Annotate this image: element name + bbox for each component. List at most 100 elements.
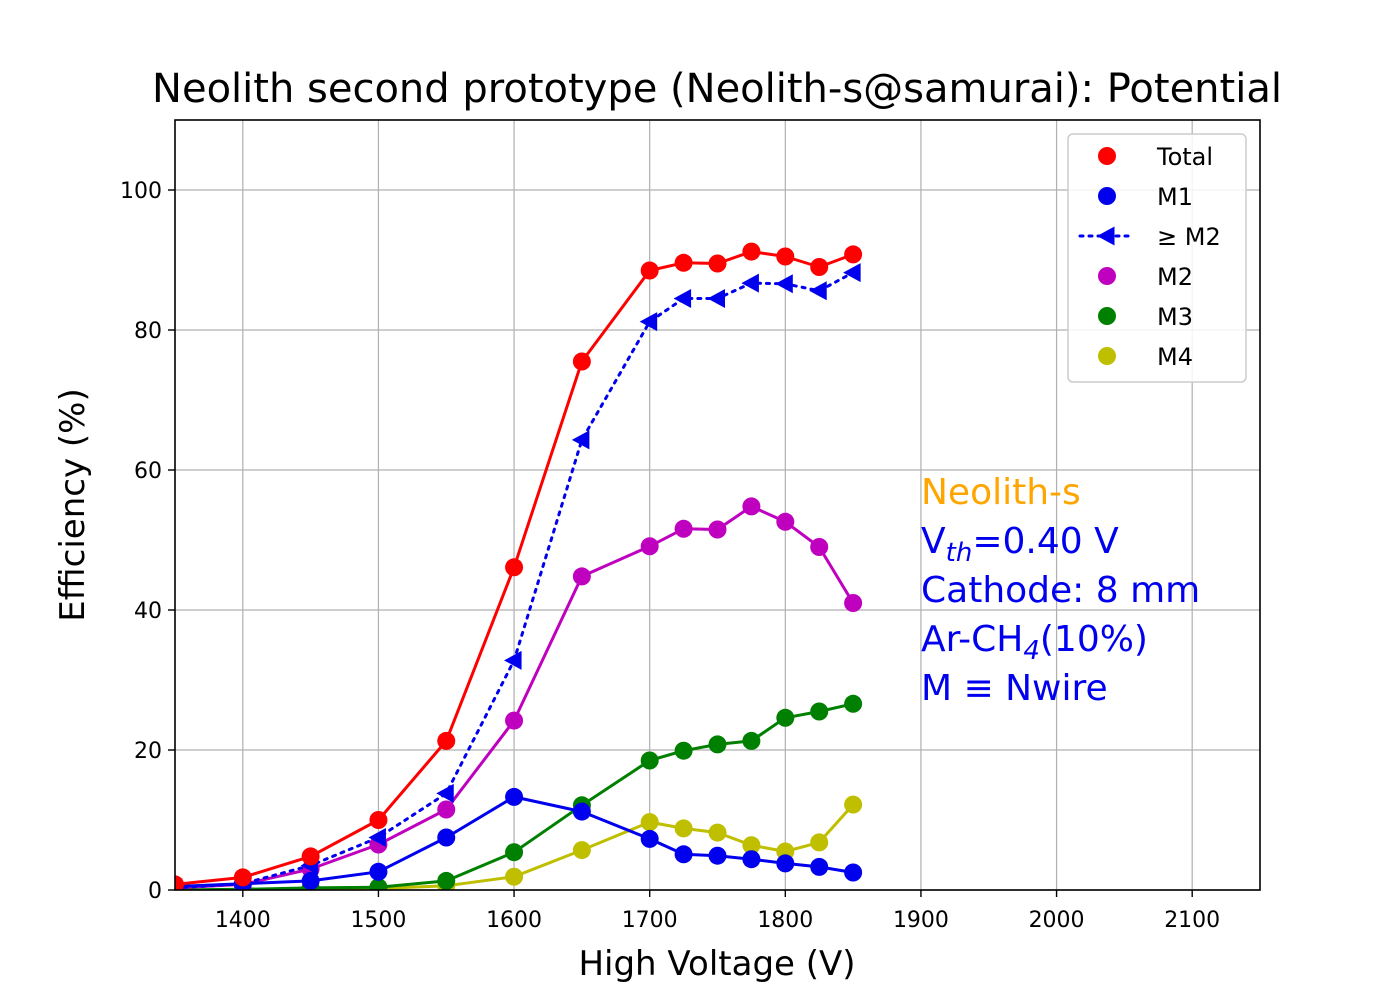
x-tick-label: 1700 [622, 908, 678, 933]
annotation-line: Neolith-s [921, 472, 1081, 513]
legend-marker [1098, 307, 1116, 325]
data-point [742, 850, 761, 869]
data-point [776, 247, 795, 266]
legend: Total M1 ≥ M2 M2 M3 M4 [1067, 133, 1247, 383]
annotation-line: M ≡ Nwire [921, 668, 1108, 709]
data-point [301, 871, 320, 890]
legend-marker [1098, 267, 1116, 285]
x-tick-label: 1900 [893, 908, 949, 933]
data-point [674, 845, 693, 864]
data-point [776, 512, 795, 531]
legend-label: M3 [1157, 303, 1193, 331]
annotation-main: Ar-CH [921, 619, 1023, 660]
legend-item: M4 [1098, 343, 1193, 371]
data-point [742, 242, 761, 261]
data-point [572, 567, 591, 586]
data-point [843, 263, 861, 283]
data-point [708, 520, 727, 539]
annotation-subscript: th [946, 538, 973, 568]
data-point [505, 867, 524, 886]
data-point [639, 312, 658, 332]
annotation-rest: =0.40 V [972, 521, 1119, 562]
legend-label: ≥ M2 [1157, 223, 1221, 251]
data-point [742, 836, 761, 855]
annotation-line: Ar-CH4(10%) [921, 619, 1148, 666]
data-point [776, 854, 795, 873]
x-tick-label: 2100 [1164, 908, 1220, 933]
data-point [844, 594, 863, 612]
x-tick-label: 1400 [215, 908, 271, 933]
legend-label: Total [1156, 143, 1213, 171]
legend-item: M1 [1098, 183, 1193, 211]
data-point [572, 841, 591, 860]
series-layer [175, 242, 863, 890]
annotation-subscript: 4 [1023, 636, 1040, 666]
data-point [437, 871, 456, 890]
data-point [707, 289, 725, 308]
data-point [640, 261, 659, 280]
data-point [572, 352, 591, 371]
data-point [640, 537, 659, 556]
y-tick-label: 60 [134, 459, 162, 484]
legend-marker [1097, 226, 1115, 246]
data-point [369, 811, 388, 829]
data-point [505, 843, 524, 862]
x-tick-label: 1500 [350, 908, 406, 933]
data-point [708, 254, 727, 273]
data-point [775, 274, 793, 294]
series-2 [175, 263, 861, 890]
data-point [810, 258, 829, 276]
data-point [844, 795, 863, 814]
legend-label: M4 [1157, 343, 1193, 371]
legend-item: Total [1098, 143, 1213, 171]
data-point [708, 846, 727, 865]
y-tick-label: 100 [120, 179, 162, 204]
series-0 [175, 242, 863, 890]
data-point [640, 829, 659, 848]
y-tick-label: 40 [134, 599, 162, 624]
data-point [572, 802, 591, 821]
y-tick-label: 0 [148, 879, 162, 904]
x-tick-label: 1600 [486, 908, 542, 933]
data-point [640, 751, 659, 770]
legend-item: ≥ M2 [1078, 223, 1221, 251]
legend-marker [1098, 347, 1116, 365]
data-point [436, 783, 454, 803]
data-point [673, 289, 692, 308]
data-point [742, 497, 761, 516]
legend-item: M2 [1098, 263, 1193, 291]
annotation-line: Vth=0.40 V [921, 521, 1119, 568]
data-point [810, 833, 829, 852]
legend-label: M1 [1157, 183, 1193, 211]
data-point [742, 731, 761, 750]
legend-label: M2 [1157, 263, 1193, 291]
data-point [809, 281, 827, 301]
x-axis-title: High Voltage (V) [578, 944, 855, 984]
data-point [674, 519, 693, 538]
data-point [844, 694, 863, 713]
x-tick-label: 2000 [1029, 908, 1085, 933]
data-point [175, 875, 184, 890]
data-point [504, 650, 522, 670]
data-point [301, 847, 320, 866]
data-point [844, 863, 863, 882]
y-tick-label: 80 [134, 319, 162, 344]
data-point [810, 702, 829, 721]
chart-title: Neolith second prototype (Neolith-s@samu… [152, 66, 1282, 112]
legend-marker [1098, 187, 1116, 205]
data-point [368, 828, 386, 847]
data-point [233, 868, 252, 887]
y-axis-title: Efficiency (%) [53, 388, 93, 621]
data-point [571, 430, 590, 450]
ticks: 1400 1500 1600 1700 1800 1900 2000 2100 0 20 40 60 8… [120, 179, 1220, 933]
legend-item: M3 [1098, 303, 1193, 331]
data-point [810, 857, 829, 876]
plot-frame [174, 119, 1261, 891]
y-tick-label: 20 [134, 739, 162, 764]
data-point [674, 741, 693, 760]
data-point [776, 708, 795, 727]
data-point [844, 245, 863, 264]
data-point [810, 538, 829, 556]
legend-marker [1098, 147, 1116, 165]
data-point [505, 787, 524, 806]
